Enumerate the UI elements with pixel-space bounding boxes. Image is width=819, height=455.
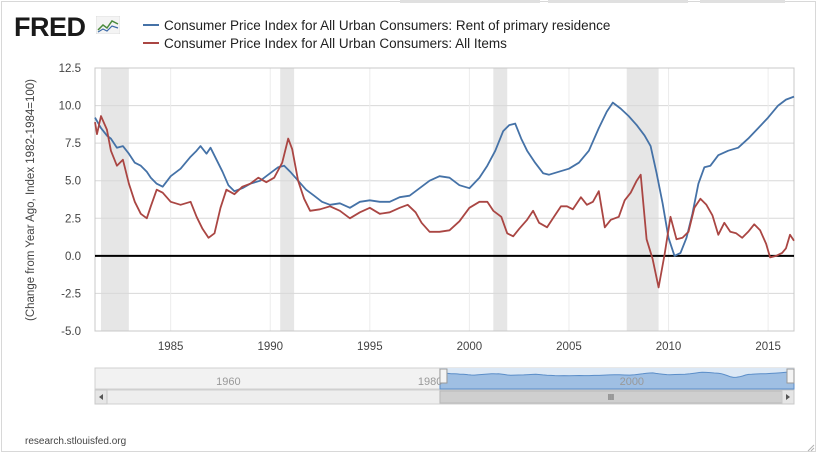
y-tick-label: 10.0 <box>59 101 81 113</box>
top-tab[interactable] <box>548 0 688 3</box>
legend-label-all-items: Consumer Price Index for All Urban Consu… <box>164 35 507 51</box>
navigator-label: 1960 <box>216 376 240 388</box>
legend-item-all-items[interactable]: Consumer Price Index for All Urban Consu… <box>143 34 610 52</box>
navigator-label: 2000 <box>620 376 644 388</box>
resize-grip-icon[interactable] <box>807 444 815 452</box>
y-tick-label: -2.5 <box>61 288 81 300</box>
y-tick-label: -5.0 <box>61 326 81 338</box>
x-tick-label: 2010 <box>656 341 682 353</box>
arrow-left-icon <box>99 394 103 400</box>
series-line-all-items[interactable] <box>94 115 795 289</box>
x-tick-label: 1995 <box>357 341 383 353</box>
source-credit: research.stlouisfed.org <box>25 436 127 447</box>
y-axis-label: (Change from Year Ago, Index 1982-1984=1… <box>25 79 37 321</box>
axes: -5.0 -2.5 0.0 2.5 5.0 7.5 10.0 12.5 1985 1990 1995… <box>59 63 781 353</box>
legend-swatch-all-items <box>143 42 159 44</box>
y-tick-label: 2.5 <box>65 213 81 225</box>
chart-legend: Consumer Price Index for All Urban Consu… <box>143 16 610 52</box>
legend-swatch-rent <box>143 24 159 26</box>
x-tick-label: 1985 <box>158 341 184 353</box>
navigator[interactable]: 1960 1980 2000 <box>94 367 795 405</box>
top-tab[interactable] <box>400 0 540 3</box>
x-tick-label: 2000 <box>457 341 483 353</box>
navigator-label: 1980 <box>418 376 442 388</box>
plot-area <box>94 67 795 332</box>
fred-logo: FRED <box>14 12 86 42</box>
plot-background <box>95 68 794 331</box>
top-tab[interactable] <box>700 0 785 3</box>
recession-band <box>493 68 508 331</box>
navigator-handle-right[interactable] <box>786 368 795 384</box>
x-tick-label: 2015 <box>755 341 781 353</box>
y-tick-label: 0.0 <box>65 251 81 263</box>
legend-item-rent[interactable]: Consumer Price Index for All Urban Consu… <box>143 16 610 34</box>
x-tick-label: 1990 <box>257 341 283 353</box>
arrow-right-icon <box>786 394 790 400</box>
navigator-series-area <box>439 371 795 390</box>
plot-border <box>94 67 795 332</box>
x-tick-label: 2005 <box>556 341 582 353</box>
legend-label-rent: Consumer Price Index for All Urban Consu… <box>164 17 611 33</box>
series-line-rent[interactable] <box>94 95 795 257</box>
fred-graph-icon <box>96 16 120 34</box>
y-tick-label: 12.5 <box>59 63 81 75</box>
recession-band <box>100 68 129 331</box>
y-tick-label: 7.5 <box>65 138 81 150</box>
recession-band <box>280 68 295 331</box>
y-tick-label: 5.0 <box>65 176 81 188</box>
navigator-handle-left[interactable] <box>439 368 448 384</box>
